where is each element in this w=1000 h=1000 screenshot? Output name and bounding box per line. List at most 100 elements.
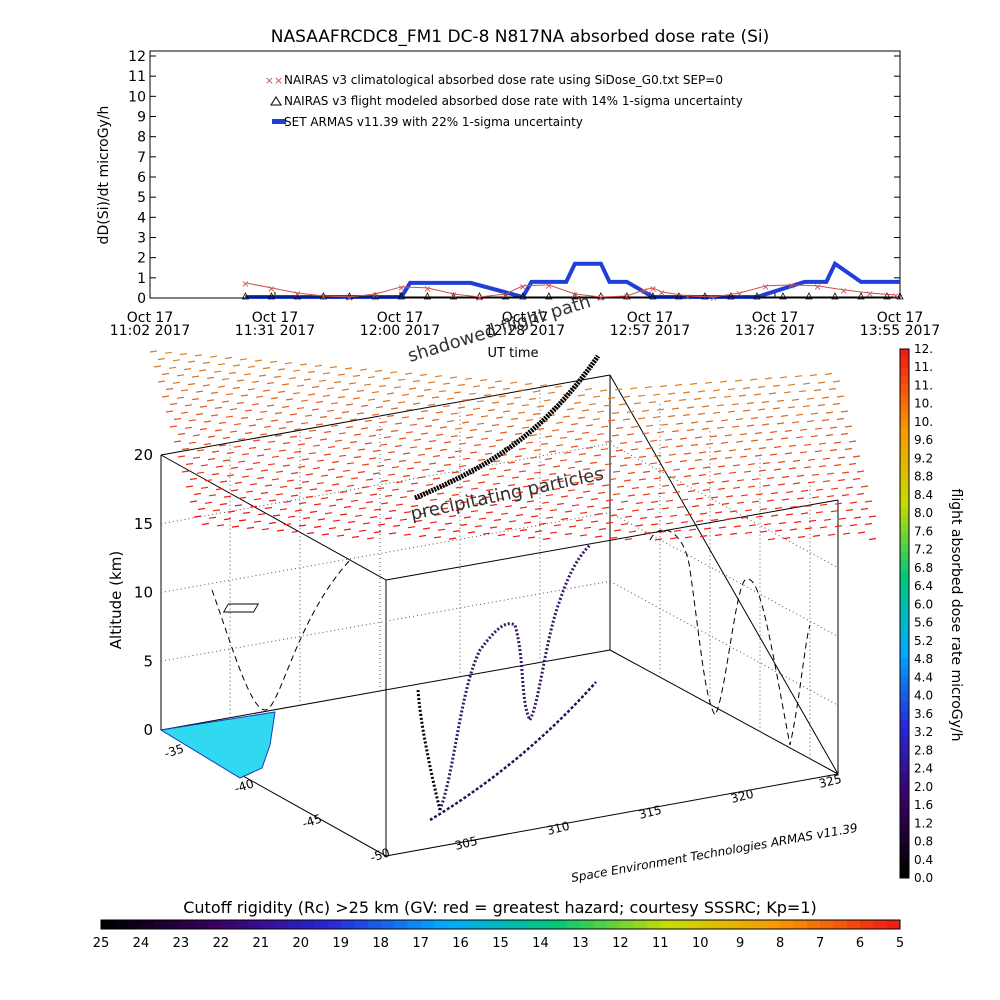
rigidity-mark xyxy=(268,521,277,525)
rigidity-mark xyxy=(826,472,835,475)
rigidity-mark xyxy=(272,514,281,517)
rigidity-mark xyxy=(278,449,287,452)
rigidity-mark xyxy=(629,387,638,390)
rigidity-mark xyxy=(473,443,482,447)
box-edge xyxy=(385,773,839,857)
rigidity-mark xyxy=(540,442,549,446)
colorbar-segment xyxy=(900,736,909,747)
series-nairas-flight-point xyxy=(597,292,605,300)
rigidity-mark xyxy=(343,505,352,509)
rigidity-mark xyxy=(363,383,372,386)
rigidity-mark xyxy=(574,438,583,441)
rigidity-mark xyxy=(387,451,396,454)
rigidity-mark xyxy=(829,449,838,452)
rigidity-mark xyxy=(630,425,639,428)
rigidity-mark xyxy=(313,503,322,506)
rigidity-mark xyxy=(543,399,552,402)
rigidity-mark xyxy=(246,526,255,529)
rigidity-mark xyxy=(300,399,309,402)
rigidity-mark xyxy=(667,392,676,395)
rigidity-mark xyxy=(204,501,213,504)
rigidity-mark xyxy=(232,364,241,367)
rigidity-mark xyxy=(309,510,318,513)
rigidity-mark xyxy=(611,434,620,437)
colorbar-segment xyxy=(287,920,302,929)
rigidity-mark xyxy=(383,458,392,461)
rigidity-mark xyxy=(493,518,502,522)
rigidity-mark xyxy=(365,478,374,481)
rigidity-mark xyxy=(785,490,794,494)
rigidity-mark xyxy=(814,450,823,453)
rigidity-mark xyxy=(582,468,591,471)
rigidity-mark xyxy=(513,396,522,399)
series-nairas-flight-point xyxy=(779,292,787,300)
rigidity-mark xyxy=(210,391,219,394)
profile-projection-left xyxy=(211,559,351,711)
series-nairas-climatological-point: × xyxy=(657,288,665,299)
series-nairas-climatological-point: × xyxy=(397,283,405,294)
rigidity-mark xyxy=(369,516,378,519)
rigidity-mark xyxy=(366,537,375,540)
series-nairas-flight-point xyxy=(267,292,276,300)
rigidity-mark xyxy=(376,464,385,467)
rigidity-mark xyxy=(548,472,557,476)
rigidity-mark xyxy=(197,507,206,511)
rigidity-mark xyxy=(533,449,542,452)
rigidity-mark xyxy=(444,500,453,503)
rigidity-mark xyxy=(799,428,808,431)
rigidity-mark xyxy=(654,538,663,541)
rigidity-mark xyxy=(303,378,312,381)
rigidity-mark xyxy=(749,378,758,381)
rigidity-mark xyxy=(397,378,406,381)
rigidity-mark xyxy=(242,511,251,514)
rigidity-mark xyxy=(266,404,275,407)
rigidity-mark xyxy=(285,420,294,423)
rigidity-mark xyxy=(615,426,624,430)
colorbar-segment xyxy=(900,401,909,412)
rigidity-mark xyxy=(694,436,703,439)
y-tick-label: 10 xyxy=(128,89,146,105)
rigidity-mark xyxy=(292,392,301,395)
flight-profile xyxy=(438,543,592,811)
rigidity-mark xyxy=(563,451,572,454)
rigidity-mark xyxy=(499,431,508,434)
rigidity-mark xyxy=(694,458,703,462)
rigidity-mark xyxy=(635,501,644,505)
series-nairas-flight-point xyxy=(831,292,839,300)
rigidity-mark xyxy=(710,496,719,499)
rigidity-mark xyxy=(664,461,673,464)
rigidity-mark xyxy=(841,494,850,497)
flight-dose-tick-label: 4.8 xyxy=(914,652,933,666)
grid-line xyxy=(609,512,839,637)
rigidity-mark xyxy=(646,485,655,488)
rigidity-mark xyxy=(407,526,416,529)
rigidity-mark xyxy=(215,465,224,468)
altitude-tick-label: 15 xyxy=(134,515,153,533)
rigidity-mark xyxy=(717,487,726,490)
rigidity-mark xyxy=(732,486,741,489)
rigidity-mark xyxy=(713,450,722,453)
rigidity-mark xyxy=(747,485,756,488)
rigidity-mark xyxy=(657,492,666,495)
rigidity-mark xyxy=(350,477,359,480)
rigidity-mark xyxy=(780,437,789,440)
rigidity-mark xyxy=(689,382,698,385)
rigidity-mark xyxy=(743,448,752,451)
series-nairas-flight-point xyxy=(501,292,510,300)
rigidity-mark xyxy=(454,427,463,430)
grid-line xyxy=(160,580,611,662)
profile-projection-right xyxy=(649,529,811,746)
series-nairas-climatological-point: × xyxy=(865,289,873,300)
rigidity-mark xyxy=(578,475,587,478)
rigidity-mark xyxy=(263,425,272,428)
rigidity-mark xyxy=(615,449,624,452)
rigidity-mark xyxy=(164,351,173,354)
rigidity-mark xyxy=(462,457,471,460)
rigidity-mark xyxy=(223,518,232,521)
rigidity-mark xyxy=(579,534,588,537)
rigidity-mark xyxy=(365,501,374,504)
rigidity-mark xyxy=(539,384,548,387)
rigidity-mark xyxy=(223,495,232,498)
